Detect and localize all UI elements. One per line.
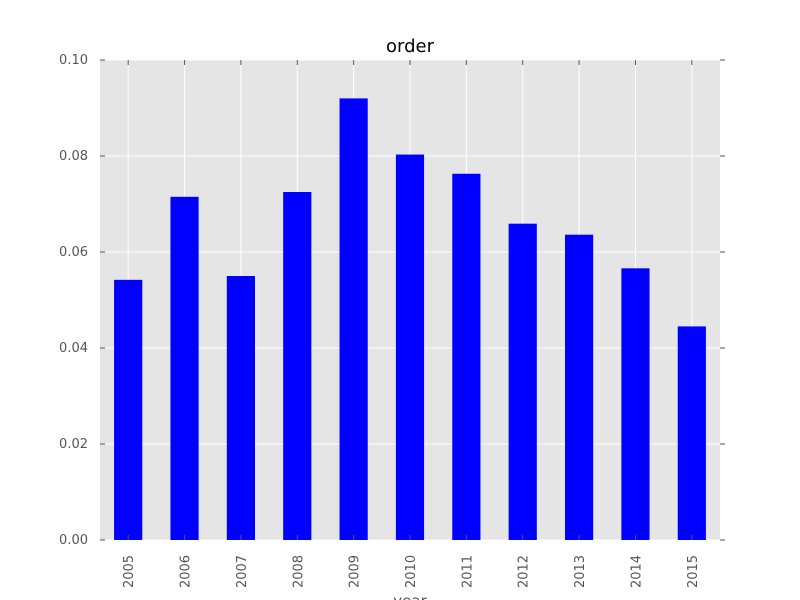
x-tick-label: 2011 bbox=[460, 555, 475, 588]
x-tick-label: 2009 bbox=[348, 555, 363, 588]
y-tick-label: 0.10 bbox=[59, 53, 88, 68]
bar-2009 bbox=[339, 98, 368, 541]
bar-2015 bbox=[677, 326, 706, 540]
tick-labels: 0.00 0.02 0.04 0.06 0.08 0.10 2005 2006 2007 2008… bbox=[59, 53, 701, 588]
bar-2005 bbox=[114, 279, 143, 540]
x-tick-label: 2015 bbox=[686, 555, 701, 588]
y-tick-label: 0.06 bbox=[59, 245, 88, 260]
bar-2007 bbox=[226, 276, 255, 540]
x-tick-label: 2010 bbox=[404, 555, 419, 588]
x-tick-label: 2013 bbox=[573, 555, 588, 588]
chart-title: order bbox=[386, 36, 435, 57]
x-tick-label: 2008 bbox=[291, 555, 306, 588]
x-tick-label: 2007 bbox=[235, 555, 250, 588]
bar-2014 bbox=[621, 268, 650, 540]
x-tick-label: 2012 bbox=[517, 555, 532, 588]
y-tick-label: 0.00 bbox=[59, 533, 88, 548]
y-tick-label: 0.04 bbox=[59, 341, 88, 356]
axis-ticks bbox=[100, 59, 725, 541]
bar-2013 bbox=[565, 234, 594, 540]
x-tick-label: 2014 bbox=[629, 555, 644, 588]
bar-2006 bbox=[170, 196, 199, 541]
y-tick-label: 0.08 bbox=[59, 149, 88, 164]
bar-2012 bbox=[508, 223, 537, 540]
bar-2011 bbox=[452, 173, 481, 540]
x-tick-label: 2005 bbox=[122, 555, 137, 588]
bar-2010 bbox=[395, 154, 425, 540]
x-axis-label: year bbox=[393, 592, 427, 600]
y-tick-label: 0.02 bbox=[59, 437, 88, 452]
bar-2008 bbox=[283, 192, 312, 540]
x-tick-label: 2006 bbox=[179, 555, 194, 588]
bars bbox=[114, 98, 706, 541]
